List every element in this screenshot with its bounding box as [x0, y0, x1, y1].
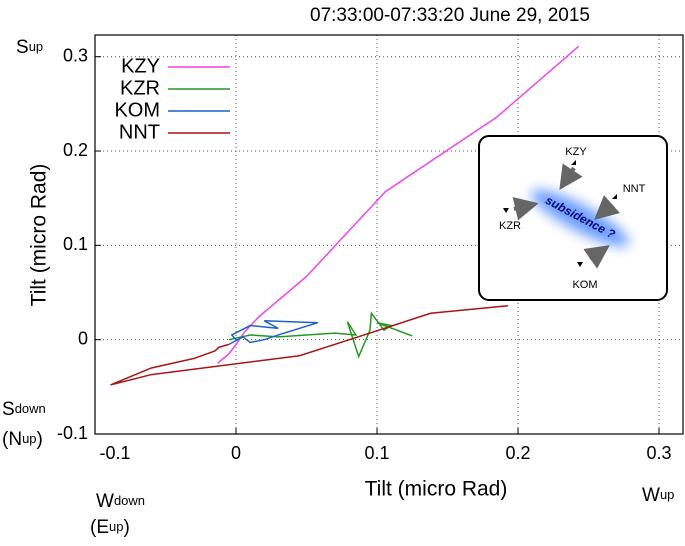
- station-label: KZY: [565, 146, 587, 158]
- station-marker: [503, 208, 509, 213]
- y-tick-label: 0: [78, 328, 88, 348]
- plot-frame: [94, 34, 684, 435]
- annotation-text: S: [16, 37, 29, 58]
- station-marker: [577, 262, 583, 267]
- subscript: up: [29, 39, 43, 54]
- axis-direction-label: Wup: [642, 485, 674, 506]
- series-line: [217, 45, 580, 364]
- axis-direction-label: Sup: [16, 37, 43, 58]
- y-tick-label: 0.1: [63, 234, 88, 254]
- chart-title: 07:33:00-07:33:20 June 29, 2015: [310, 5, 590, 26]
- legend-label: KOM: [114, 99, 160, 121]
- legend-label: NNT: [119, 121, 160, 143]
- x-tick-label: 0.1: [364, 443, 389, 463]
- station-label: KZR: [499, 220, 521, 232]
- station-label: NNT: [623, 183, 646, 195]
- y-tick-label: 0.2: [63, 140, 88, 160]
- x-axis-label: Tilt (micro Rad): [365, 478, 508, 501]
- x-tick-label: 0.2: [506, 443, 531, 463]
- subscript: up: [660, 487, 674, 502]
- subscript: down: [114, 493, 145, 508]
- y-tick-label: 0.3: [63, 45, 88, 65]
- axis-direction-label: (Nup): [2, 429, 43, 450]
- annotation-text: W: [642, 485, 660, 506]
- inset-arrows: [512, 163, 620, 269]
- series-line: [110, 304, 509, 386]
- y-tick-label: -0.1: [57, 423, 88, 443]
- annotation-text: ): [123, 517, 129, 538]
- axis-direction-label: (Eup): [90, 517, 130, 538]
- axis-direction-label: Wdown: [96, 491, 145, 512]
- annotation-text: S: [2, 399, 15, 420]
- annotation-text: ): [37, 429, 43, 450]
- legend-label: KZR: [120, 77, 160, 99]
- subscript: up: [109, 519, 123, 534]
- subscript: down: [15, 401, 46, 416]
- axis-direction-label: Sdown: [2, 399, 46, 420]
- x-tick-label: 0: [231, 443, 241, 463]
- subsidence-glow: [531, 189, 629, 247]
- legend-label: KZY: [121, 55, 160, 77]
- annotation-text: (N: [2, 429, 22, 450]
- station-label: KOM: [572, 279, 597, 291]
- annotation-text: W: [96, 491, 114, 512]
- series-line: [228, 320, 319, 346]
- x-tick-label: 0.3: [647, 443, 672, 463]
- annotation-text: (E: [90, 517, 109, 538]
- subscript: up: [22, 431, 36, 446]
- x-tick-label: -0.1: [99, 443, 130, 463]
- y-axis-label: Tilt (micro Rad): [28, 164, 51, 307]
- inset-diagram: subsidence ? KZY NNT KZR KOM: [478, 135, 668, 301]
